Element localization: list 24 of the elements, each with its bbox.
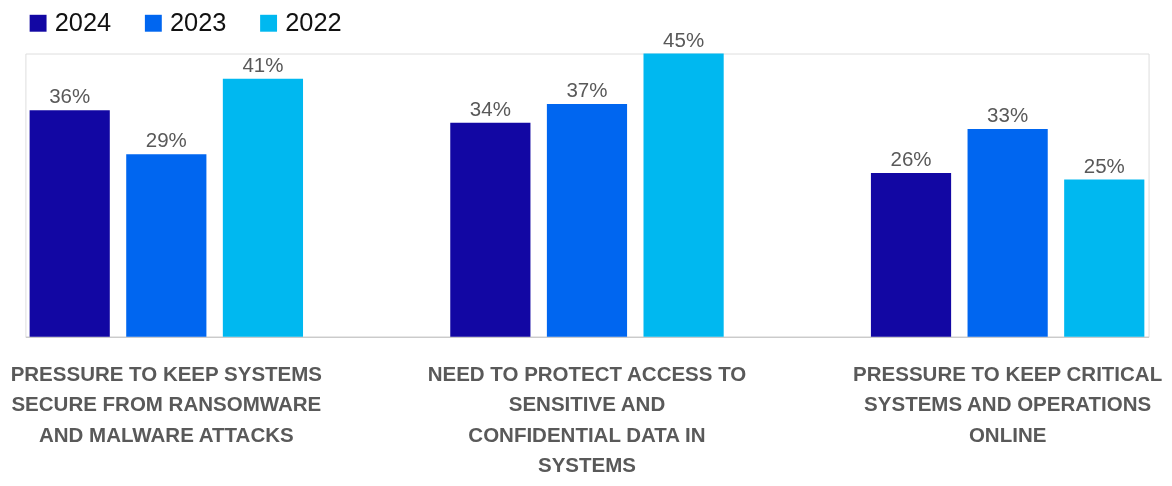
data-label: 37%: [566, 78, 608, 102]
data-label: 36%: [49, 84, 91, 108]
data-label: 41%: [242, 52, 284, 76]
bar: [29, 110, 110, 337]
data-label: 25%: [1083, 153, 1125, 177]
bar: [222, 78, 304, 337]
legend-label: 2024: [54, 8, 112, 37]
bar: [450, 122, 531, 337]
data-label: 33%: [987, 103, 1029, 127]
x-tick-label: PRESSURE TO KEEP CRITICAL SYSTEMS AND OPERATIONS ONLINE: [853, 362, 1163, 446]
bar: [643, 53, 724, 337]
legend-label: 2022: [285, 8, 342, 37]
bar: [1064, 179, 1145, 337]
data-label: 26%: [890, 147, 932, 171]
x-tick-label: PRESSURE TO KEEP SYSTEMS SECURE FROM RANSOMWARE AND MALWARE ATTACKS: [10, 362, 323, 446]
data-label: 34%: [469, 96, 511, 120]
legend-label: 2023: [169, 8, 227, 37]
bar: [870, 173, 952, 337]
data-label: 29%: [145, 128, 187, 152]
bar: [126, 154, 207, 337]
bar: [546, 103, 628, 337]
x-tick-label: NEED TO PROTECT ACCESS TO SENSITIVE AND CONFIDENTIAL DATA IN SYSTEMS: [427, 362, 747, 477]
bar: [967, 129, 1048, 337]
data-label: 45%: [663, 27, 705, 51]
